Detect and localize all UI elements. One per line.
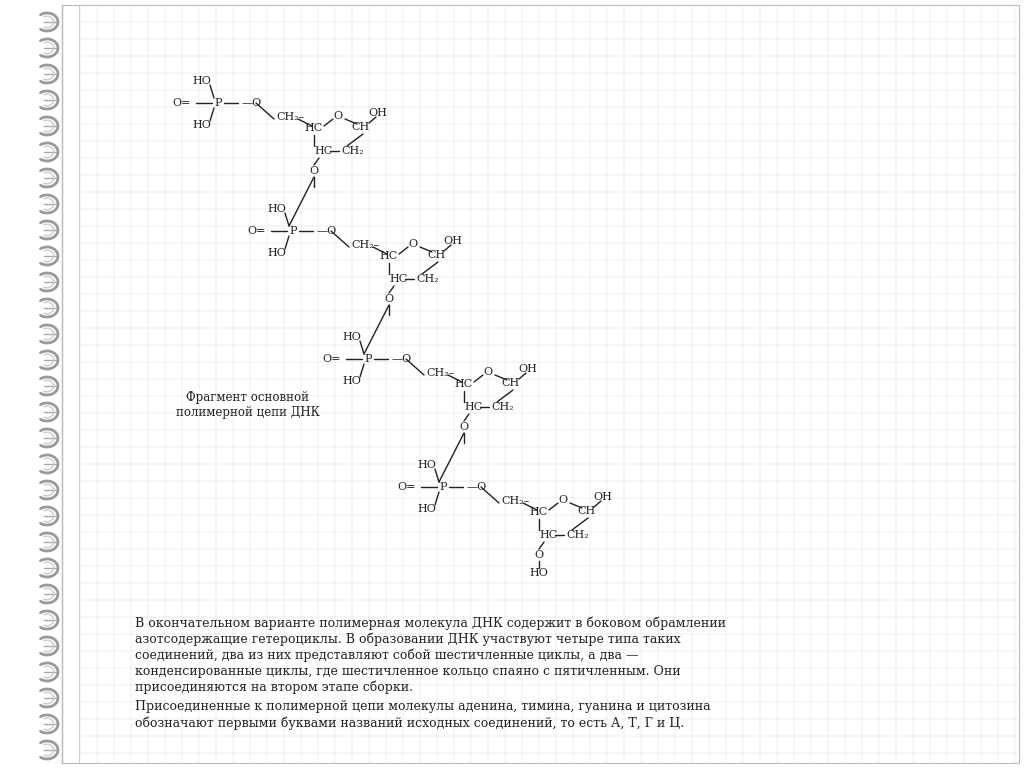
- Text: O: O: [409, 239, 418, 249]
- Text: HO: HO: [267, 204, 287, 214]
- Text: O: O: [309, 166, 318, 176]
- Text: HO: HO: [267, 248, 287, 258]
- Text: HC: HC: [305, 123, 324, 133]
- Text: HC: HC: [529, 507, 548, 517]
- Text: обозначают первыми буквами названий исходных соединений, то есть А, Т, Г и Ц.: обозначают первыми буквами названий исхо…: [135, 716, 684, 730]
- Text: азотсодержащие гетероциклы. В образовании ДНК участвуют четыре типа таких: азотсодержащие гетероциклы. В образовани…: [135, 633, 681, 647]
- Text: OH: OH: [518, 364, 538, 374]
- Text: HO: HO: [418, 460, 436, 470]
- Text: P: P: [214, 98, 222, 108]
- Text: CH: CH: [352, 122, 370, 132]
- Text: CH₂: CH₂: [416, 274, 438, 284]
- Text: соединений, два из них представляют собой шестичленные циклы, а два —: соединений, два из них представляют собо…: [135, 649, 639, 663]
- Text: O=: O=: [397, 482, 416, 492]
- Text: O: O: [460, 422, 469, 432]
- Text: HO: HO: [418, 504, 436, 514]
- Text: HO: HO: [193, 120, 211, 130]
- Text: CH: CH: [577, 506, 595, 516]
- Text: CH₂–: CH₂–: [276, 112, 304, 122]
- Text: CH: CH: [502, 378, 520, 388]
- Text: CH₂–: CH₂–: [351, 240, 379, 250]
- Text: O: O: [334, 111, 343, 121]
- Text: HC–: HC–: [314, 146, 338, 156]
- Text: CH₂–: CH₂–: [501, 496, 529, 506]
- Text: CH: CH: [427, 250, 445, 260]
- Text: HC: HC: [380, 251, 398, 261]
- Text: OH: OH: [594, 492, 612, 502]
- Text: O=: O=: [173, 98, 191, 108]
- Text: HC–: HC–: [539, 530, 563, 540]
- Text: HC–: HC–: [464, 402, 487, 412]
- Text: O: O: [483, 367, 493, 377]
- Text: —O: —O: [467, 482, 487, 492]
- Text: HO: HO: [343, 376, 361, 386]
- Text: P: P: [289, 226, 297, 236]
- Text: O: O: [535, 550, 544, 560]
- Text: —O: —O: [242, 98, 262, 108]
- Text: CH₂–: CH₂–: [426, 368, 455, 378]
- Text: P: P: [365, 354, 372, 364]
- Text: CH₂: CH₂: [341, 146, 364, 156]
- Text: Фрагмент основной
полимерной цепи ДНК: Фрагмент основной полимерной цепи ДНК: [176, 391, 319, 419]
- Text: —O: —O: [392, 354, 413, 364]
- Text: CH₂: CH₂: [490, 402, 514, 412]
- Text: HC: HC: [455, 379, 473, 389]
- Text: O=: O=: [248, 226, 266, 236]
- Text: O: O: [384, 294, 393, 304]
- Text: O: O: [558, 495, 567, 505]
- Text: конденсированные циклы, где шестичленное кольцо спаяно с пятичленным. Они: конденсированные циклы, где шестичленное…: [135, 665, 681, 678]
- Text: CH₂: CH₂: [566, 530, 589, 540]
- Text: OH: OH: [443, 236, 463, 246]
- Text: O=: O=: [323, 354, 341, 364]
- Text: Присоединенные к полимерной цепи молекулы аденина, тимина, гуанина и цитозина: Присоединенные к полимерной цепи молекул…: [135, 700, 711, 713]
- Text: присоединяются на втором этапе сборки.: присоединяются на втором этапе сборки.: [135, 681, 413, 694]
- Text: HO: HO: [343, 332, 361, 342]
- Text: HC–: HC–: [389, 274, 413, 284]
- Text: HO: HO: [193, 76, 211, 86]
- Text: P: P: [439, 482, 446, 492]
- Text: HO: HO: [529, 568, 549, 578]
- Text: —O: —O: [317, 226, 337, 236]
- Text: В окончательном варианте полимерная молекула ДНК содержит в боковом обрамлении: В окончательном варианте полимерная моле…: [135, 617, 726, 631]
- Text: OH: OH: [369, 108, 387, 118]
